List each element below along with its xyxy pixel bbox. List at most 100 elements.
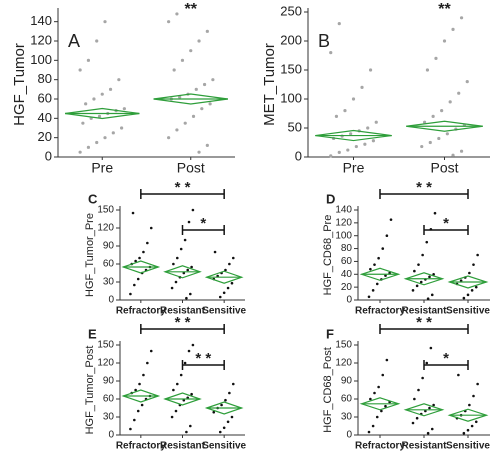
data-point [122, 107, 126, 111]
data-point [167, 136, 171, 140]
significance: * [443, 350, 449, 367]
data-point [451, 27, 455, 31]
data-point [218, 430, 222, 434]
data-point [191, 208, 195, 212]
data-point [425, 68, 430, 72]
data-point [428, 275, 431, 279]
data-point [197, 150, 201, 154]
data-point [373, 263, 376, 266]
data-point [78, 68, 82, 72]
panel-label: B [318, 31, 330, 51]
data-point [129, 427, 132, 431]
y-axis-label: HGF_Tumor_Pre [84, 213, 96, 297]
data-point [329, 154, 333, 158]
data-point [189, 424, 192, 428]
data-point [377, 385, 380, 389]
y-tick-label: 60 [103, 394, 115, 405]
data-point [434, 56, 438, 61]
data-point [185, 296, 188, 300]
data-point [426, 431, 430, 435]
data-point [95, 39, 99, 43]
data-point [351, 97, 356, 101]
data-point [369, 267, 372, 271]
data-point [368, 68, 373, 72]
y-tick-label: 0 [108, 430, 114, 441]
data-point [334, 114, 339, 118]
data-point [183, 361, 187, 365]
data-point [117, 78, 121, 82]
data-point [224, 398, 227, 402]
data-point [431, 114, 435, 118]
y-tick-label: 150 [280, 61, 302, 76]
data-point [367, 295, 371, 299]
y-axis-label: HGF_Tumor_Post [84, 346, 96, 435]
data-point [228, 391, 231, 395]
data-point [78, 150, 82, 154]
data-point [180, 58, 185, 62]
y-tick-label: 150 [97, 205, 114, 216]
x-tick-label: Refractory [355, 306, 405, 317]
data-point [472, 263, 475, 266]
y-tick-label: 90 [341, 376, 353, 387]
data-point [476, 382, 479, 386]
panel-label: D [326, 191, 335, 206]
data-point [462, 296, 466, 300]
data-point [384, 404, 387, 408]
y-tick-label: 120 [335, 358, 352, 369]
y-tick-label: 80 [38, 71, 52, 86]
y-tick-label: 120 [97, 223, 114, 234]
data-point [191, 114, 196, 118]
y-tick-label: 0 [346, 430, 352, 441]
data-point [197, 39, 201, 43]
data-point [437, 136, 441, 141]
significance: * * [195, 350, 211, 367]
data-point [371, 289, 375, 292]
data-point [172, 388, 175, 392]
data-point [134, 388, 137, 392]
data-point [205, 143, 209, 147]
data-point [457, 91, 461, 95]
y-tick-label: 20 [38, 129, 52, 144]
data-point [329, 51, 333, 55]
y-tick-label: 140 [30, 13, 52, 28]
y-axis-label: HGF_CD68_Post [322, 347, 334, 433]
data-point [179, 373, 183, 377]
data-point [86, 145, 91, 149]
data-point [136, 409, 140, 413]
y-tick-label: 100 [280, 90, 302, 105]
data-point [175, 128, 179, 132]
data-point [191, 343, 195, 347]
data-point [170, 415, 174, 419]
data-point [100, 92, 104, 96]
data-point [349, 132, 353, 136]
data-point [187, 349, 191, 353]
panel-label: A [68, 31, 80, 51]
data-point [425, 240, 429, 244]
data-point [429, 346, 433, 350]
y-tick-label: 30 [103, 412, 115, 423]
data-point [430, 427, 434, 431]
x-tick-label: Sensitive [202, 306, 246, 317]
data-point [442, 39, 447, 43]
data-point [189, 49, 193, 53]
data-point [190, 265, 193, 269]
data-point [224, 268, 227, 272]
significance: * [443, 215, 449, 232]
x-tick-label: Sensitive [446, 441, 490, 452]
data-point [175, 12, 179, 16]
data-point [167, 20, 171, 24]
x-tick-label: Pre [91, 160, 113, 176]
data-point [136, 277, 140, 281]
data-point [459, 149, 464, 153]
data-point [421, 253, 424, 257]
significance: * * [175, 314, 191, 331]
data-point [421, 376, 424, 380]
data-point [92, 97, 96, 101]
data-point [389, 218, 393, 221]
data-point [474, 420, 478, 424]
y-axis-label: MET_Tumor [261, 43, 278, 126]
data-point [95, 140, 99, 145]
data-point [103, 136, 107, 140]
data-point [371, 139, 376, 143]
panel-label: F [326, 326, 334, 341]
